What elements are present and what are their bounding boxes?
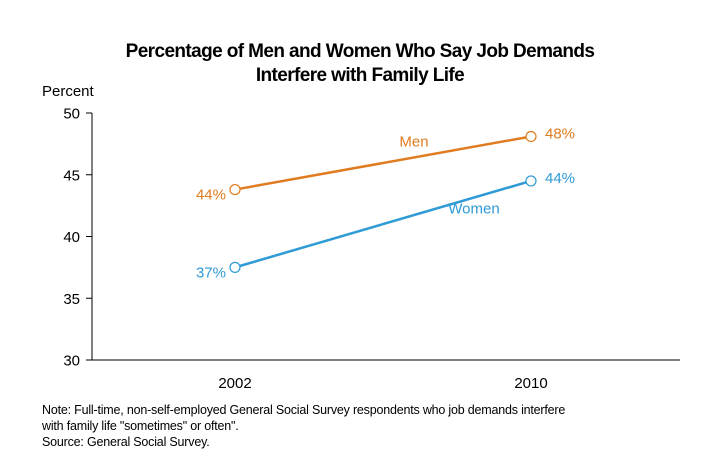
chart-notes: Note: Full-time, non-self-employed Gener… — [42, 402, 712, 450]
data-label: 44% — [545, 170, 575, 187]
data-label: 44% — [196, 187, 226, 204]
y-tick-label: 30 — [63, 353, 80, 370]
y-tick-label: 40 — [63, 229, 80, 246]
series-women: 37% 44% Women — [196, 170, 575, 281]
y-tick-label: 50 — [63, 106, 80, 123]
chart-title-line-1: Percentage of Men and Women Who Say Job … — [125, 41, 595, 62]
series-line-men — [234, 135, 532, 191]
chart-title: Percentage of Men and Women Who Say Job … — [0, 40, 720, 88]
series-layer: 44% 48% Men 37% 44% Women — [196, 125, 575, 281]
data-point-men — [229, 183, 241, 196]
y-tick-label: 45 — [63, 167, 80, 184]
x-tick-label: 2002 — [218, 375, 251, 392]
note-line-1: Note: Full-time, non-self-employed Gener… — [42, 403, 566, 417]
series-men: 44% 48% Men — [196, 125, 575, 203]
y-tick-label: 35 — [63, 291, 80, 308]
x-tick-label: 2010 — [514, 375, 547, 392]
source-line: Source: General Social Survey. — [42, 435, 210, 449]
series-name-label: Women — [448, 201, 499, 218]
y-axis-label: Percent — [42, 83, 95, 100]
data-point-women — [525, 175, 537, 187]
data-label: 48% — [545, 125, 575, 142]
series-line-women — [234, 179, 532, 269]
data-label: 37% — [196, 264, 226, 281]
data-point-men — [525, 130, 537, 143]
axes: 30 35 40 45 50 2002 2010 — [63, 106, 680, 392]
data-point-women — [229, 261, 241, 273]
note-line-2: with family life "sometimes" or often". — [42, 419, 239, 433]
series-name-label: Men — [399, 133, 428, 150]
chart-title-line-2: Interfere with Family Life — [255, 65, 465, 86]
